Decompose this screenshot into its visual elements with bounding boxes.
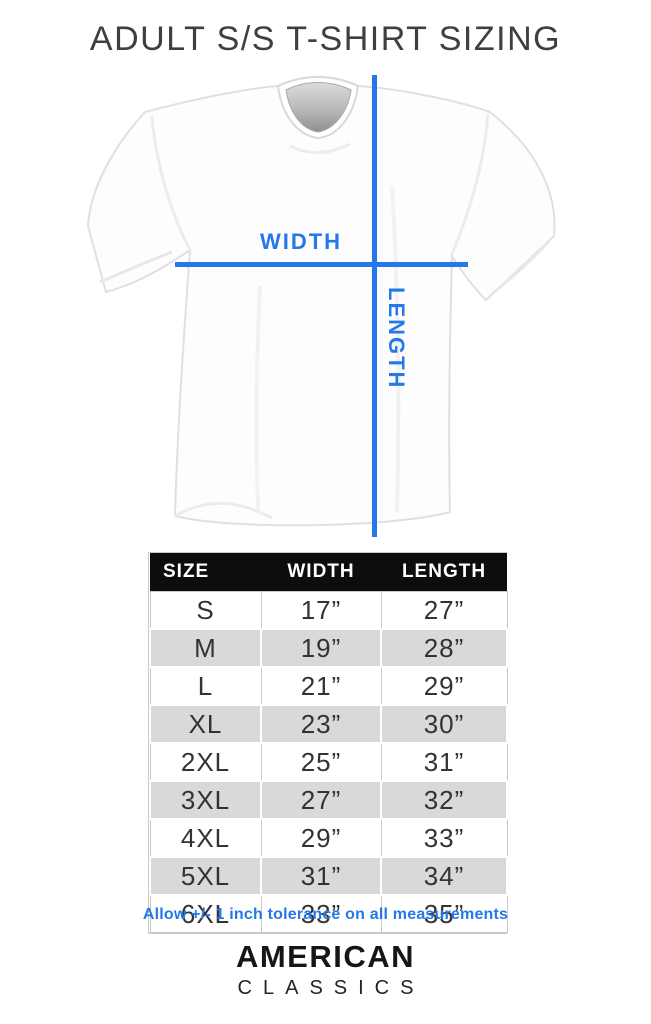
table-row: M 19” 28” [149, 628, 508, 668]
length-label: LENGTH [384, 287, 409, 390]
table-row: XL 23” 30” [149, 704, 508, 744]
length-cell: 33” [380, 818, 508, 858]
table-header-row: SIZE WIDTH LENGTH [150, 553, 507, 592]
width-cell: 19” [260, 628, 382, 668]
table-row: S 17” 27” [149, 591, 508, 630]
width-cell: 25” [260, 742, 382, 782]
tshirt-body [86, 76, 556, 527]
table-row: 6XL 33” 35” [149, 894, 508, 933]
brand-logo: AMERICAN CLASSICS [0, 938, 651, 1001]
size-cell: XL [149, 704, 262, 744]
column-header-width: WIDTH [261, 553, 381, 592]
length-cell: 31” [380, 742, 508, 782]
length-measure-line [372, 75, 377, 537]
size-cell: M [149, 628, 262, 668]
size-cell: 2XL [149, 742, 262, 782]
width-cell: 17” [260, 591, 382, 630]
length-cell: 32” [380, 780, 508, 820]
table-row: 5XL 31” 34” [149, 856, 508, 896]
size-cell: L [149, 666, 262, 706]
length-cell: 34” [380, 856, 508, 896]
width-cell: 29” [260, 818, 382, 858]
size-cell: 5XL [149, 856, 262, 896]
column-header-size: SIZE [150, 553, 261, 592]
table-row: L 21” 29” [149, 666, 508, 706]
length-cell: 28” [380, 628, 508, 668]
width-label: WIDTH [259, 229, 343, 254]
brand-name-classics: CLASSICS [237, 977, 425, 1000]
width-measure-line [175, 262, 468, 267]
length-cell: 35” [380, 894, 508, 933]
table-row: 2XL 25” 31” [149, 742, 508, 782]
size-cell: S [149, 591, 262, 630]
length-cell: 30” [380, 704, 508, 744]
length-cell: 29” [380, 666, 508, 706]
size-cell: 6XL [149, 894, 262, 933]
size-table: SIZE WIDTH LENGTH S 17” 27” M 19” 28” L … [148, 552, 508, 934]
size-cell: 4XL [149, 818, 262, 858]
page-title: ADULT S/S T-SHIRT SIZING [89, 20, 562, 58]
width-cell: 33” [260, 894, 382, 933]
size-table-body: S 17” 27” M 19” 28” L 21” 29” XL 23” 30”… [149, 591, 508, 933]
width-cell: 21” [260, 666, 382, 706]
width-cell: 27” [260, 780, 382, 820]
width-cell: 23” [260, 704, 382, 744]
tshirt-image [86, 76, 556, 527]
collar-opening [285, 82, 352, 133]
table-row: 3XL 27” 32” [149, 780, 508, 820]
size-cell: 3XL [149, 780, 262, 820]
length-cell: 27” [380, 591, 508, 630]
brand-name-american: AMERICAN [235, 939, 416, 974]
column-header-length: LENGTH [381, 553, 507, 592]
width-cell: 31” [260, 856, 382, 896]
table-row: 4XL 29” 33” [149, 818, 508, 858]
tolerance-note: Allow +/- 1 inch tolerance on all measur… [142, 906, 509, 923]
